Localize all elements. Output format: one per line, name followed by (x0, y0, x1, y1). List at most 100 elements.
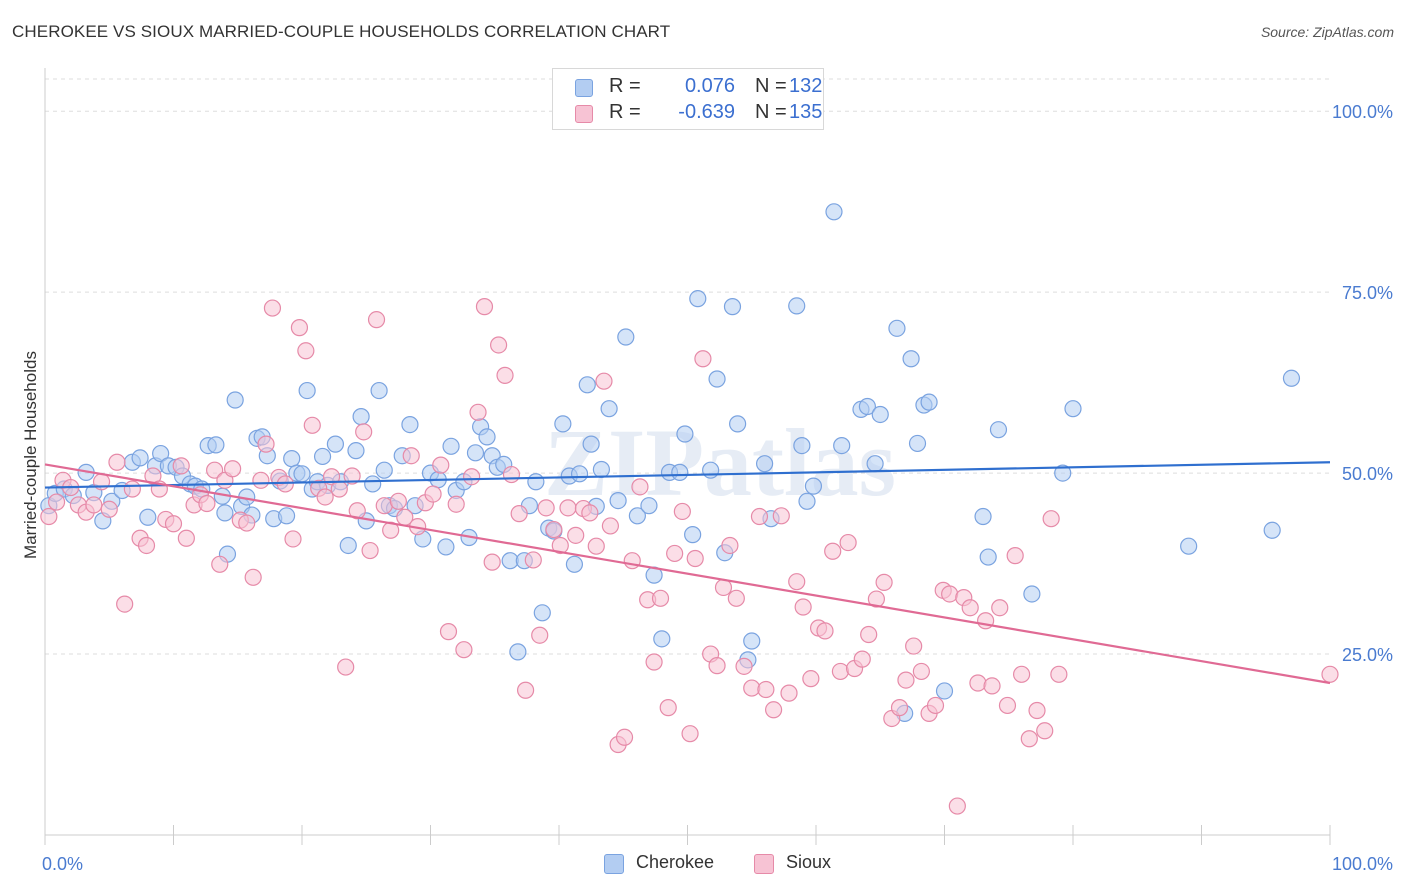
sioux-point (941, 585, 959, 603)
cherokee-point (437, 538, 455, 556)
cherokee-point (858, 397, 877, 416)
cherokee-point (684, 526, 702, 544)
sioux-point (389, 492, 407, 510)
cherokee-point (466, 444, 485, 462)
sioux-point (116, 595, 134, 613)
sioux-point (890, 699, 909, 717)
sioux-point (524, 551, 542, 569)
cherokee-point (277, 507, 296, 525)
sioux-point (469, 403, 487, 421)
legend-label: Cherokee (636, 852, 715, 872)
cherokee-point (908, 434, 927, 453)
sioux-point (983, 677, 1001, 695)
cherokee-point (935, 682, 954, 700)
cherokee-point (723, 298, 742, 316)
sioux-point (244, 568, 262, 586)
data-points (40, 203, 1339, 815)
series-sioux (40, 298, 1339, 815)
sioux-swatch (754, 854, 774, 874)
sioux-point (137, 536, 156, 555)
sioux-point (211, 555, 229, 573)
sioux-point (531, 626, 549, 644)
cherokee-point (866, 455, 884, 473)
sioux-swatch (575, 105, 593, 123)
cherokee-point (974, 507, 992, 526)
cherokee-point (442, 437, 460, 455)
sioux-point (303, 416, 321, 434)
sioux-point (559, 499, 577, 517)
cherokee-point (298, 381, 316, 400)
sioux-point (721, 536, 739, 555)
sioux-point (432, 456, 450, 474)
sioux-point (708, 657, 726, 675)
sioux-trend-line (44, 463, 1331, 685)
sioux-point (177, 529, 195, 547)
cherokee-point (554, 415, 572, 433)
cherokee-point (592, 460, 611, 479)
cherokee-point (989, 421, 1008, 439)
cherokee-point (902, 350, 920, 368)
sioux-point (824, 542, 842, 560)
cherokee-point (1064, 400, 1082, 418)
sioux-point (631, 478, 649, 496)
r-value: -0.639 (678, 101, 735, 123)
cherokee-swatch (575, 79, 593, 97)
sioux-point (367, 311, 386, 329)
sioux-point (788, 573, 806, 591)
cherokee-trend-line (44, 461, 1331, 489)
sioux-point (355, 423, 373, 441)
cherokee-point (708, 370, 726, 388)
cherokee-point (920, 393, 938, 411)
sioux-point (322, 468, 341, 486)
n-value: 135 (789, 101, 823, 123)
cherokee-point (570, 465, 589, 483)
y-tick-label: 100.0% (1332, 102, 1393, 122)
sioux-point (757, 680, 775, 699)
sioux-point (780, 684, 798, 702)
sioux-point (1321, 665, 1339, 683)
sioux-point (1036, 722, 1054, 740)
x-tick-label: 0.0% (42, 854, 83, 874)
cherokee-point (216, 504, 234, 522)
sioux-point (694, 350, 712, 368)
sioux-point (860, 625, 878, 644)
cherokee-point (628, 507, 646, 525)
cherokee-point (888, 319, 906, 337)
sioux-point (424, 485, 442, 503)
sioux-point (490, 336, 508, 354)
r-label: R = (609, 75, 641, 97)
cherokee-point (617, 328, 635, 346)
sioux-point (316, 488, 334, 506)
cherokee-point (139, 508, 157, 526)
sioux-point (402, 447, 420, 465)
cherokee-point (804, 477, 823, 495)
cherokee-point (533, 604, 551, 622)
sioux-point (905, 637, 923, 655)
sioux-point (516, 681, 535, 699)
sioux-point (673, 502, 691, 521)
sioux-point (1012, 665, 1031, 683)
sioux-point (475, 298, 494, 316)
cherokee-point (478, 428, 496, 446)
sioux-point (659, 699, 677, 717)
sioux-point (567, 526, 585, 544)
sioux-point (551, 536, 569, 555)
sioux-point (1006, 547, 1024, 565)
sioux-point (206, 461, 224, 479)
sioux-point (764, 701, 783, 719)
sioux-point (1050, 665, 1068, 683)
cherokee-point (793, 436, 811, 455)
sioux-point (853, 650, 871, 668)
sioux-point (502, 465, 521, 484)
sioux-point (1042, 510, 1060, 528)
sioux-point (969, 674, 987, 692)
sioux-point (1028, 701, 1046, 720)
cherokee-point (509, 643, 527, 661)
cherokee-point (788, 297, 806, 315)
n-label: N = (755, 101, 787, 123)
n-value: 132 (789, 75, 823, 97)
sioux-point (998, 696, 1017, 715)
cherokee-point (653, 630, 671, 648)
cherokee-point (339, 536, 357, 555)
